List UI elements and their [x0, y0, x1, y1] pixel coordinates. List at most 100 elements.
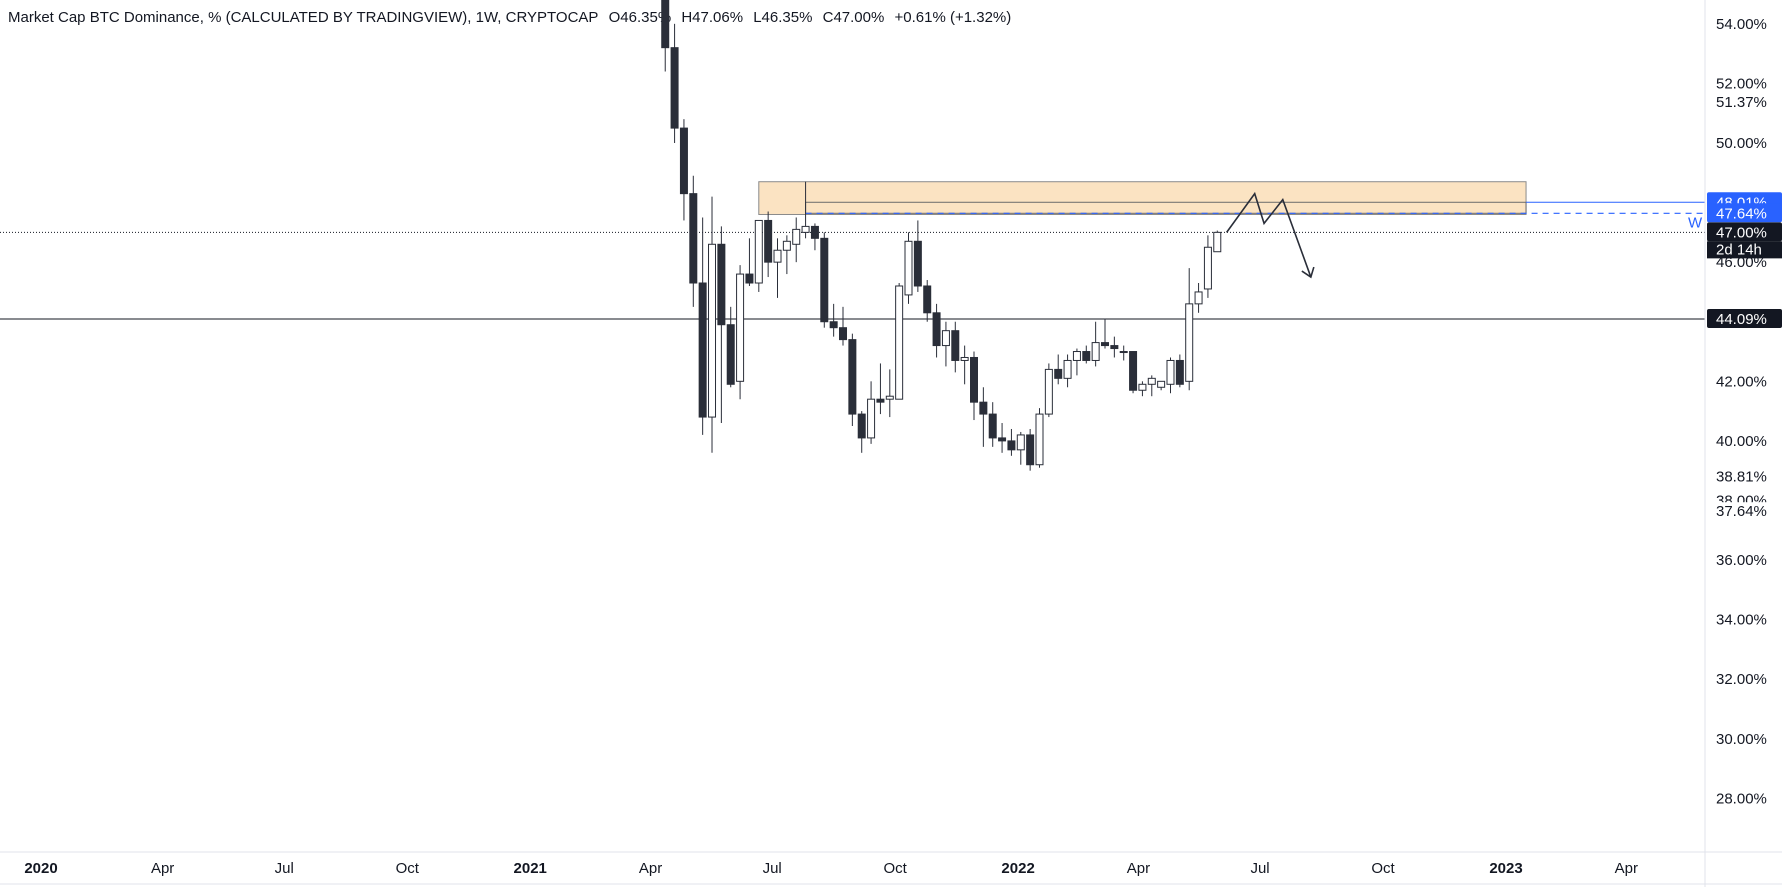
candle — [820, 232, 829, 328]
candle — [951, 321, 960, 373]
x-tick-label: Oct — [883, 860, 907, 877]
candle-body — [895, 285, 904, 400]
resistance-zone — [758, 181, 1527, 215]
candle — [1119, 345, 1128, 361]
candle-body — [1119, 351, 1128, 354]
candle — [970, 351, 979, 421]
y-tick-label: 42.00% — [1716, 373, 1767, 390]
candle-body — [782, 240, 791, 251]
candle-body — [1007, 440, 1016, 451]
candle — [661, 0, 670, 72]
candle-body — [1063, 359, 1072, 379]
candle — [1166, 357, 1175, 394]
candle-body — [1072, 351, 1081, 361]
chart-header: Market Cap BTC Dominance, % (CALCULATED … — [8, 9, 1017, 26]
candle-body — [904, 240, 913, 296]
candle-body — [689, 193, 698, 284]
candle-body — [839, 327, 848, 341]
x-tick-label: 2020 — [24, 860, 57, 877]
candle-body — [1194, 291, 1203, 305]
candle-body — [754, 219, 763, 284]
candle-body — [670, 47, 679, 129]
candle — [708, 196, 717, 453]
candle-body — [1203, 246, 1212, 290]
price-label: 51.37% — [1716, 94, 1767, 111]
candle — [876, 363, 885, 415]
candle — [979, 387, 988, 447]
candle — [885, 369, 894, 418]
price-badge-text: 44.09% — [1716, 311, 1767, 328]
candle — [689, 175, 698, 307]
candle — [1072, 348, 1081, 376]
candle — [1110, 336, 1119, 358]
candle-body — [1138, 383, 1147, 391]
candle — [754, 219, 763, 292]
candle-body — [970, 356, 979, 403]
x-tick-label: Apr — [1127, 860, 1150, 877]
candle-body — [876, 398, 885, 403]
candles-layer — [661, 0, 1222, 471]
candle — [848, 333, 857, 426]
price-label: 37.64% — [1716, 503, 1767, 520]
y-tick-label: 40.00% — [1716, 433, 1767, 450]
candle — [829, 303, 838, 337]
candle-body — [1110, 345, 1119, 350]
ohlc-low: L46.35% — [753, 9, 813, 26]
ohlc-change: +0.61% (+1.32%) — [894, 9, 1012, 26]
candle — [1007, 428, 1016, 456]
price-badge — [1707, 309, 1782, 329]
candle-body — [745, 273, 754, 284]
candle-body — [810, 225, 819, 239]
candle — [745, 238, 754, 286]
candle — [895, 283, 904, 400]
candle — [1026, 428, 1035, 471]
candle-body — [792, 228, 801, 245]
y-tick-label: 46.00% — [1716, 254, 1767, 271]
candle — [679, 119, 688, 221]
candle — [960, 345, 969, 385]
x-tick-label: Apr — [639, 860, 662, 877]
price-badge — [1707, 222, 1782, 242]
x-tick-label: 2021 — [514, 860, 547, 877]
candle — [913, 220, 922, 292]
candle — [932, 303, 941, 358]
w-marker: W — [1688, 214, 1703, 231]
candle — [1138, 381, 1147, 397]
candle-body — [951, 330, 960, 361]
candle-body — [885, 395, 894, 400]
candle-body — [923, 285, 932, 314]
candle — [1082, 345, 1091, 364]
candle-body — [1157, 380, 1166, 388]
candle — [1091, 321, 1100, 367]
countdown-text: 2d 14h — [1716, 241, 1762, 258]
drawings-layer — [758, 181, 1527, 215]
candle-body — [1054, 368, 1063, 379]
candle-body — [1016, 434, 1025, 451]
candle-body — [941, 330, 950, 347]
candle-body — [1213, 231, 1222, 253]
candle — [1100, 318, 1109, 349]
candle — [1054, 354, 1063, 385]
candle-body — [1026, 434, 1035, 466]
candle — [1185, 268, 1194, 391]
candle — [726, 306, 735, 388]
candle-body — [932, 312, 941, 347]
candle — [1194, 283, 1203, 313]
candle-body — [960, 356, 969, 361]
candle-body — [1129, 351, 1138, 391]
y-tick-label: 50.00% — [1716, 135, 1767, 152]
candle — [1203, 235, 1212, 298]
candle — [1213, 230, 1222, 253]
y-tick-label: 54.00% — [1716, 16, 1767, 33]
candle-body — [829, 321, 838, 329]
candle-body — [698, 282, 707, 418]
price-badge-text: 47.00% — [1716, 224, 1767, 241]
price-badge-text: 47.64% — [1716, 205, 1767, 222]
y-tick-label: 28.00% — [1716, 790, 1767, 807]
y-tick-label: 36.00% — [1716, 552, 1767, 569]
candle — [764, 211, 773, 278]
candle-body — [913, 240, 922, 287]
candle-body — [857, 413, 866, 439]
